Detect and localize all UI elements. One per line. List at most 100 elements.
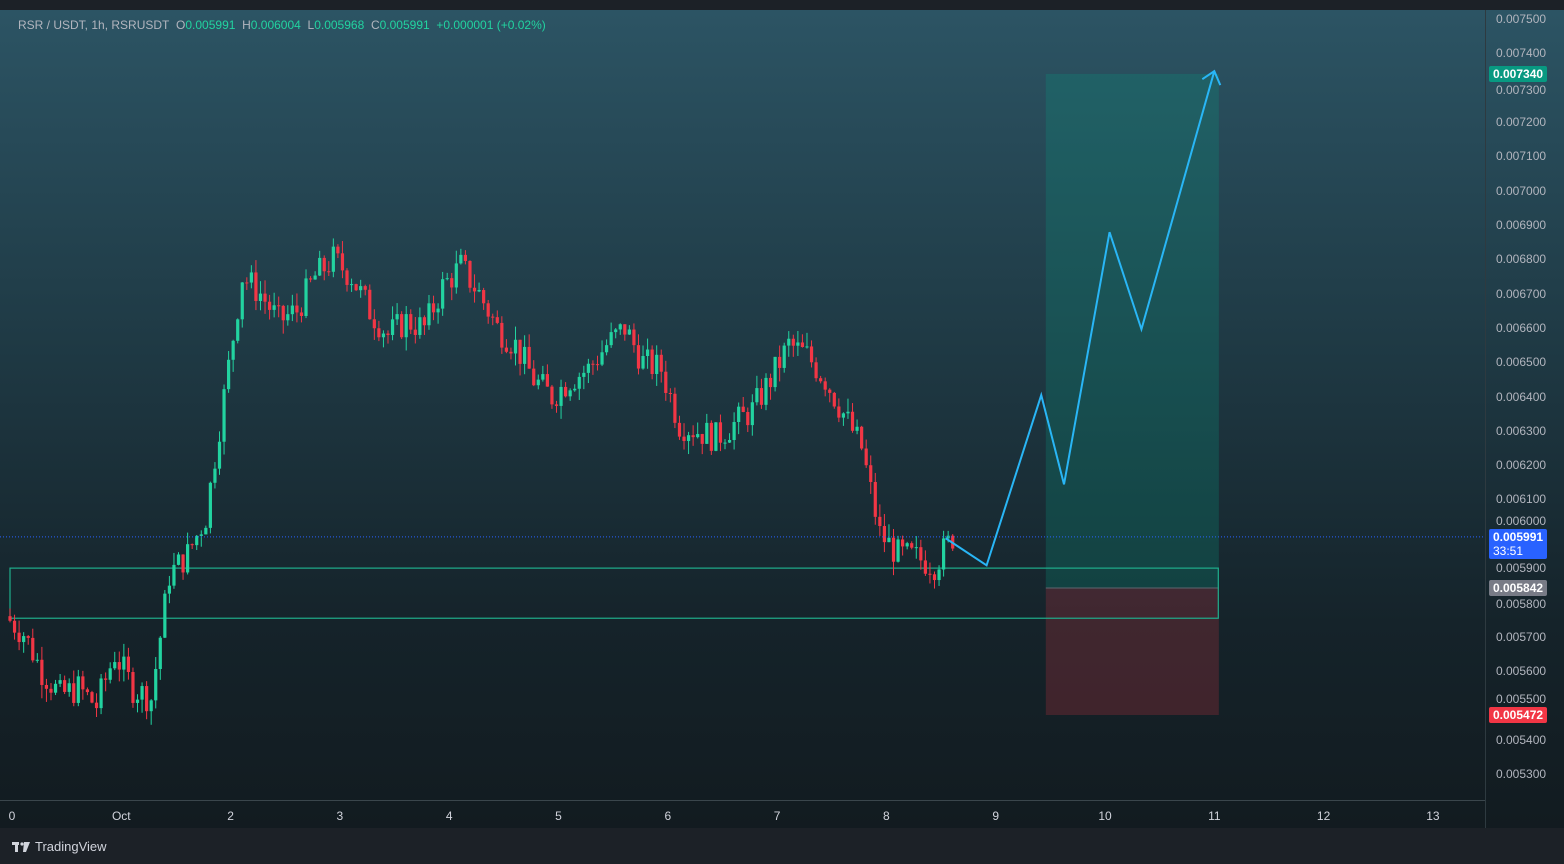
price-axis[interactable]: 0.007340 0.005842 0.005472 0.005991 33:51 0.0… — [1485, 10, 1564, 828]
candle-body — [122, 656, 126, 670]
candle-body — [354, 284, 358, 291]
symbol-title[interactable]: RSR / USDT, 1h, RSRUSDT — [18, 18, 170, 32]
candle-body — [327, 271, 331, 273]
candle-body — [668, 392, 672, 394]
candle-body — [832, 392, 836, 407]
candle-body — [195, 535, 199, 546]
candle-body — [44, 684, 49, 689]
candle-body — [882, 526, 886, 543]
current-price-tag: 0.005991 33:51 — [1489, 528, 1548, 559]
entry-price-tag: 0.005842 — [1489, 580, 1548, 597]
candle-body — [313, 275, 317, 280]
support-zone-rect — [9, 567, 1219, 619]
candle-body — [791, 338, 795, 346]
price-tick: 0.006900 — [1496, 217, 1547, 232]
candle-body — [482, 290, 486, 304]
tradingview-logo[interactable]: TradingView — [12, 839, 107, 854]
candle-body — [81, 676, 85, 690]
candle-body — [17, 632, 21, 643]
candle-body — [905, 543, 909, 547]
time-tick: 7 — [773, 809, 781, 823]
price-tick: 0.005400 — [1496, 732, 1547, 747]
candle-body — [63, 680, 67, 692]
candle-body — [536, 379, 540, 386]
candle-body — [381, 333, 386, 338]
candle-body — [263, 293, 267, 302]
candle-body — [359, 286, 363, 291]
chart-plot-area[interactable]: RSR / USDT, 1h, RSRUSDT O0.005991 H0.006… — [0, 10, 1485, 800]
candle-body — [586, 363, 590, 373]
chart-canvas[interactable] — [0, 10, 1485, 800]
candle-body — [527, 346, 531, 369]
price-tick: 0.007000 — [1496, 183, 1547, 198]
candle-body — [131, 672, 135, 703]
change-value: +0.000001 (+0.02%) — [436, 18, 546, 32]
current-price-tag-value: 0.005991 — [1493, 529, 1544, 544]
time-tick: 12 — [1316, 809, 1331, 823]
candle-body — [805, 346, 809, 348]
candle-body — [491, 316, 495, 318]
candle-body — [167, 585, 171, 594]
candle-body — [554, 404, 559, 406]
candle-body — [541, 374, 545, 380]
candle-body — [94, 702, 99, 709]
price-tick: 0.006100 — [1496, 492, 1547, 507]
price-tick: 0.005900 — [1496, 561, 1547, 576]
candle-body — [869, 465, 873, 482]
time-tick: 2 — [227, 809, 234, 823]
candle-body — [518, 339, 522, 364]
candle-body — [40, 659, 44, 685]
price-tick: 0.006000 — [1496, 513, 1547, 528]
footer-bar: TradingView — [0, 828, 1564, 864]
candle-body — [377, 328, 381, 338]
price-tick: 0.006800 — [1496, 252, 1547, 267]
candle-body — [919, 547, 923, 561]
candle-body — [891, 537, 896, 562]
price-tick: 0.005600 — [1496, 664, 1547, 679]
candle-body — [564, 386, 568, 397]
candle-body — [841, 413, 846, 418]
time-axis[interactable]: 0 Oct 2 3 4 5 6 7 8 9 10 11 12 13 — [0, 800, 1485, 829]
candle-body — [104, 678, 108, 680]
candle-body — [227, 359, 231, 390]
candle-body — [286, 314, 290, 321]
symbol-legend: RSR / USDT, 1h, RSRUSDT O0.005991 H0.006… — [18, 18, 546, 32]
candle-body — [22, 636, 26, 643]
candle-body — [550, 386, 554, 405]
candle-body — [664, 371, 668, 393]
candle-body — [746, 411, 750, 426]
candle-body — [755, 388, 759, 403]
candle-body — [236, 319, 240, 341]
candle-body — [240, 282, 244, 320]
candle-body — [677, 422, 682, 437]
candle-body — [213, 468, 217, 483]
candle-body — [768, 377, 773, 388]
price-tick: 0.006700 — [1496, 286, 1547, 301]
candle-body — [331, 246, 335, 272]
candle-body — [258, 293, 263, 301]
candle-body — [31, 637, 35, 661]
candle-body — [686, 435, 691, 442]
candle-body — [386, 333, 390, 335]
candle-body — [90, 692, 94, 703]
time-tick: 13 — [1426, 809, 1440, 823]
candle-body — [158, 637, 162, 669]
candle-body — [418, 317, 422, 335]
price-tick: 0.005700 — [1496, 629, 1547, 644]
price-tick: 0.007300 — [1496, 82, 1547, 97]
candle-body — [942, 538, 946, 570]
candle-body — [372, 319, 376, 329]
candle-body — [272, 305, 276, 310]
candle-body — [126, 656, 131, 673]
candle-body — [732, 422, 736, 440]
time-tick: 6 — [664, 809, 672, 823]
candle-body — [509, 351, 513, 354]
candle-body — [737, 406, 741, 423]
candle-body — [163, 593, 167, 638]
candle-body — [727, 439, 732, 443]
candle-body — [809, 346, 814, 363]
high-label: H — [242, 18, 251, 32]
price-tick: 0.006500 — [1496, 355, 1547, 370]
candle-body — [486, 303, 490, 317]
candle-body — [878, 516, 882, 527]
